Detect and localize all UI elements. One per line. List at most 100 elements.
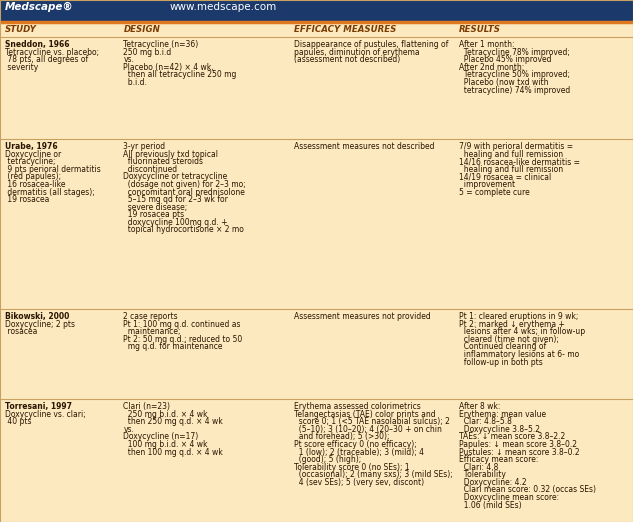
Text: TAEs: ↓ mean score 3.8–2.2: TAEs: ↓ mean score 3.8–2.2 — [459, 432, 565, 442]
Text: Tetracycline 50% improved;: Tetracycline 50% improved; — [459, 70, 570, 79]
Text: Doxycycline 3.8–5.2: Doxycycline 3.8–5.2 — [459, 425, 540, 434]
Text: (good); 5 (high);: (good); 5 (high); — [294, 455, 361, 464]
Text: Doxycycline mean score:: Doxycycline mean score: — [459, 493, 559, 502]
Text: After 8 wk:: After 8 wk: — [459, 402, 500, 411]
Text: Placebo (n=42) × 4 wk,: Placebo (n=42) × 4 wk, — [123, 63, 214, 72]
Text: vs.: vs. — [123, 425, 134, 434]
Text: 5–15 mg qd for 2–3 wk for: 5–15 mg qd for 2–3 wk for — [123, 195, 229, 204]
Text: RESULTS: RESULTS — [459, 25, 501, 34]
Text: Assessment measures not described: Assessment measures not described — [294, 142, 435, 151]
Text: improvement: improvement — [459, 180, 515, 189]
Text: 100 mg b.i.d. × 4 wk: 100 mg b.i.d. × 4 wk — [123, 440, 208, 449]
Text: 14/19 rosacea = clinical: 14/19 rosacea = clinical — [459, 172, 551, 181]
Text: Clari (n=23): Clari (n=23) — [123, 402, 170, 411]
Text: After 2nd month:: After 2nd month: — [459, 63, 524, 72]
Text: maintenance;: maintenance; — [123, 327, 181, 336]
Text: 9 pts perioral dermatitis: 9 pts perioral dermatitis — [5, 165, 101, 174]
Text: Clari: 4.8: Clari: 4.8 — [459, 462, 498, 472]
Text: DESIGN: DESIGN — [123, 25, 160, 34]
Text: (red papules);: (red papules); — [5, 172, 61, 181]
Bar — [0, 37, 633, 139]
Text: mg q.d. for maintenance: mg q.d. for maintenance — [123, 342, 223, 351]
Text: Torresani, 1997: Torresani, 1997 — [5, 402, 72, 411]
Text: b.i.d.: b.i.d. — [123, 78, 147, 87]
Text: Placebo 45% improved: Placebo 45% improved — [459, 55, 551, 64]
Text: Disappearance of pustules, flattening of: Disappearance of pustules, flattening of — [294, 40, 449, 49]
Text: severe disease;: severe disease; — [123, 203, 188, 212]
Text: healing and full remission: healing and full remission — [459, 150, 563, 159]
Text: Doxycycline (n=17): Doxycycline (n=17) — [123, 432, 199, 442]
Text: 4 (sev SEs); 5 (very sev, discont): 4 (sev SEs); 5 (very sev, discont) — [294, 478, 425, 487]
Text: After 1 month:: After 1 month: — [459, 40, 515, 49]
Text: Continued clearing of: Continued clearing of — [459, 342, 546, 351]
Bar — [0, 0, 633, 22]
Text: STUDY: STUDY — [5, 25, 37, 34]
Text: Doxycycline: 4.2: Doxycycline: 4.2 — [459, 478, 527, 487]
Text: Papules: ↓ mean score 3.8–0.2: Papules: ↓ mean score 3.8–0.2 — [459, 440, 577, 449]
Text: then all tetracycline 250 mg: then all tetracycline 250 mg — [123, 70, 237, 79]
Text: (assessment not described): (assessment not described) — [294, 55, 401, 64]
Bar — [0, 309, 633, 399]
Text: 3-yr period: 3-yr period — [123, 142, 166, 151]
Text: 1 (low); 2 (traceable); 3 (mild); 4: 1 (low); 2 (traceable); 3 (mild); 4 — [294, 447, 424, 457]
Text: Tetracycline vs. placebo;: Tetracycline vs. placebo; — [5, 48, 99, 56]
Text: Placebo (now txd with: Placebo (now txd with — [459, 78, 548, 87]
Text: All previously txd topical: All previously txd topical — [123, 150, 218, 159]
Text: 19 rosacea: 19 rosacea — [5, 195, 49, 204]
Text: 16 rosacea-like: 16 rosacea-like — [5, 180, 66, 189]
Text: Doxycycline or tetracycline: Doxycycline or tetracycline — [123, 172, 228, 181]
Text: (dosage not given) for 2–3 mo;: (dosage not given) for 2–3 mo; — [123, 180, 246, 189]
Text: Tetracycline 78% improved;: Tetracycline 78% improved; — [459, 48, 570, 56]
Text: Pt 1: cleared eruptions in 9 wk;: Pt 1: cleared eruptions in 9 wk; — [459, 312, 579, 321]
Text: (occasional); 2 (many sxs); 3 (mild SEs);: (occasional); 2 (many sxs); 3 (mild SEs)… — [294, 470, 453, 479]
Text: papules, diminution of erythema: papules, diminution of erythema — [294, 48, 420, 56]
Text: Assessment measures not provided: Assessment measures not provided — [294, 312, 431, 321]
Text: Tolerability: Tolerability — [459, 470, 506, 479]
Text: 5 = complete cure: 5 = complete cure — [459, 187, 530, 197]
Text: 78 pts, all degrees of: 78 pts, all degrees of — [5, 55, 89, 64]
Text: 1.06 (mild SEs): 1.06 (mild SEs) — [459, 501, 522, 509]
Text: healing and full remission: healing and full remission — [459, 165, 563, 174]
Text: rosacea: rosacea — [5, 327, 37, 336]
Bar — [0, 139, 633, 309]
Text: Tetracycline (n=36): Tetracycline (n=36) — [123, 40, 199, 49]
Text: concomitant oral prednisolone: concomitant oral prednisolone — [123, 187, 246, 197]
Text: tetracycline) 74% improved: tetracycline) 74% improved — [459, 86, 570, 94]
Text: vs.: vs. — [123, 55, 134, 64]
Text: dermatitis (all stages);: dermatitis (all stages); — [5, 187, 95, 197]
Text: score 0; 1 (<5 TAE nasolabial sulcus); 2: score 0; 1 (<5 TAE nasolabial sulcus); 2 — [294, 417, 450, 426]
Text: doxycycline 100mg q.d. +: doxycycline 100mg q.d. + — [123, 218, 228, 227]
Text: inflammatory lesions at 6- mo: inflammatory lesions at 6- mo — [459, 350, 579, 359]
Text: Doxycycline or: Doxycycline or — [5, 150, 61, 159]
Text: Pt score efficacy 0 (no efficacy);: Pt score efficacy 0 (no efficacy); — [294, 440, 417, 449]
Text: topical hydrocortisone × 2 mo: topical hydrocortisone × 2 mo — [123, 226, 244, 234]
Text: Efficacy mean score:: Efficacy mean score: — [459, 455, 538, 464]
Text: Pt 2: 50 mg q.d.; reduced to 50: Pt 2: 50 mg q.d.; reduced to 50 — [123, 335, 242, 344]
Text: Erythema assessed colorimetrics: Erythema assessed colorimetrics — [294, 402, 421, 411]
Text: www.medscape.com: www.medscape.com — [170, 2, 277, 12]
Text: severity: severity — [5, 63, 39, 72]
Text: then 250 mg q.d. × 4 wk: then 250 mg q.d. × 4 wk — [123, 417, 223, 426]
Text: 14/16 rosacea-like dermatitis =: 14/16 rosacea-like dermatitis = — [459, 157, 580, 166]
Text: Telangectasias (TAE) color prints and: Telangectasias (TAE) color prints and — [294, 410, 436, 419]
Text: Bikowski, 2000: Bikowski, 2000 — [5, 312, 70, 321]
Text: and forehead); 5 (>30);: and forehead); 5 (>30); — [294, 432, 390, 442]
Text: 7/9 with perioral dermatitis =: 7/9 with perioral dermatitis = — [459, 142, 573, 151]
Text: 250 mg b.i.d: 250 mg b.i.d — [123, 48, 172, 56]
Text: cleared (time not given);: cleared (time not given); — [459, 335, 559, 344]
Text: Urabe, 1976: Urabe, 1976 — [5, 142, 58, 151]
Text: Clar: 4.8–5.8: Clar: 4.8–5.8 — [459, 417, 512, 426]
Text: Doxycycline; 2 pts: Doxycycline; 2 pts — [5, 319, 75, 328]
Bar — [0, 399, 633, 522]
Text: 40 pts: 40 pts — [5, 417, 32, 426]
Text: Erythema: mean value: Erythema: mean value — [459, 410, 546, 419]
Text: Pustules: ↓ mean score 3.8–0.2: Pustules: ↓ mean score 3.8–0.2 — [459, 447, 580, 457]
Text: Pt 1: 100 mg q.d. continued as: Pt 1: 100 mg q.d. continued as — [123, 319, 241, 328]
Text: then 100 mg q.d. × 4 wk: then 100 mg q.d. × 4 wk — [123, 447, 223, 457]
Text: Sneddon, 1966: Sneddon, 1966 — [5, 40, 70, 49]
Text: 250 mg b.i.d. × 4 wk: 250 mg b.i.d. × 4 wk — [123, 410, 208, 419]
Text: (5–10); 3 (10–20); 4 (20–30 + on chin: (5–10); 3 (10–20); 4 (20–30 + on chin — [294, 425, 442, 434]
Text: discontinued: discontinued — [123, 165, 178, 174]
Text: fluorinated steroids: fluorinated steroids — [123, 157, 203, 166]
Text: 2 case reports: 2 case reports — [123, 312, 178, 321]
